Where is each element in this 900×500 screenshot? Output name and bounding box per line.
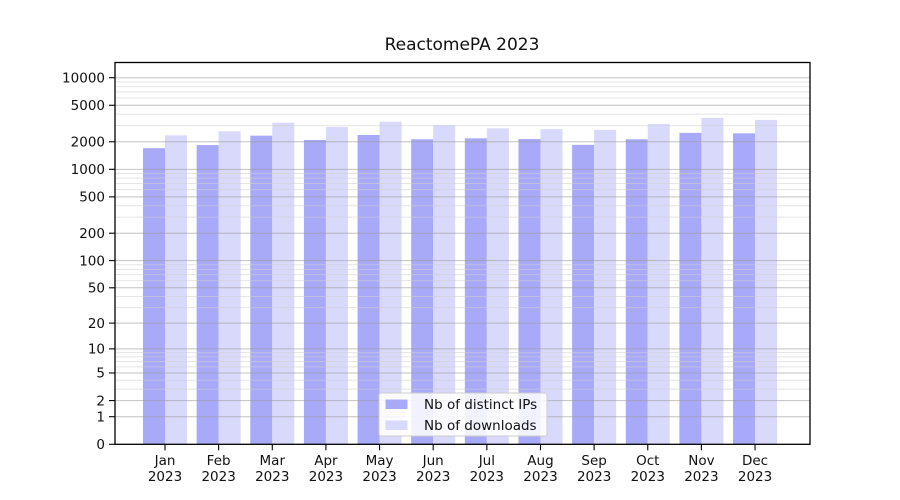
bar-downloads-apr <box>325 126 348 445</box>
x-tick-label-year-dec: 2023 <box>738 469 772 485</box>
x-tick-label-year-mar: 2023 <box>255 469 289 485</box>
bar-distinct-ips-mar <box>250 135 273 445</box>
x-tick-label-year-sep: 2023 <box>577 469 611 485</box>
bar-distinct-ips-jul <box>464 138 487 445</box>
bar-downloads-aug <box>540 129 563 445</box>
x-tick-label-year-jul: 2023 <box>470 469 504 485</box>
x-tick-label-year-feb: 2023 <box>201 469 235 485</box>
y-tick-label: 1000 <box>71 162 105 178</box>
bar-downloads-mar <box>272 122 295 445</box>
bar-distinct-ips-nov <box>679 132 702 445</box>
x-tick-label-year-aug: 2023 <box>523 469 557 485</box>
y-tick-label: 200 <box>79 226 105 242</box>
legend: Nb of distinct IPs Nb of downloads <box>378 392 548 437</box>
x-tick-label-month-apr: Apr <box>314 453 338 469</box>
plot-frame <box>114 61 811 445</box>
y-tick-label: 10 <box>88 342 105 358</box>
y-tick-label: 500 <box>79 190 105 206</box>
legend-swatch-distinct-ips-icon <box>385 399 408 409</box>
y-tick-label: 1 <box>96 409 105 425</box>
bar-distinct-ips-oct <box>625 139 648 445</box>
bar-distinct-ips-sep <box>572 144 595 445</box>
y-tick-label: 5000 <box>71 98 105 114</box>
legend-box <box>378 392 548 437</box>
bar-distinct-ips-aug <box>518 139 541 445</box>
chart-dynamic-layer: 012510205010020050010002000500010000Jan2… <box>62 61 811 485</box>
bar-distinct-ips-apr <box>303 139 326 445</box>
x-tick-label-month-may: May <box>366 453 394 469</box>
y-tick-label: 5 <box>96 366 105 382</box>
y-tick-label: 2 <box>96 393 105 409</box>
bar-downloads-jul <box>486 128 509 445</box>
bar-distinct-ips-feb <box>196 145 219 445</box>
x-tick-label-year-may: 2023 <box>362 469 396 485</box>
legend-swatch-downloads-icon <box>385 420 408 430</box>
x-tick-label-month-aug: Aug <box>527 453 553 469</box>
bar-downloads-may <box>379 121 402 445</box>
x-tick-label-month-nov: Nov <box>688 453 714 469</box>
legend-label-downloads: Nb of downloads <box>424 418 537 434</box>
x-tick-label-month-jan: Jan <box>154 453 176 469</box>
bar-downloads-oct <box>647 123 670 445</box>
y-tick-label: 20 <box>88 316 105 332</box>
x-tick-label-year-oct: 2023 <box>631 469 665 485</box>
x-tick-label-year-jan: 2023 <box>148 469 182 485</box>
legend-label-distinct-ips: Nb of distinct IPs <box>424 397 537 413</box>
x-tick-label-month-jun: Jun <box>422 453 444 469</box>
y-tick-label: 0 <box>96 437 105 453</box>
x-tick-label-year-jun: 2023 <box>416 469 450 485</box>
y-tick-label: 100 <box>79 253 105 269</box>
bar-downloads-jun <box>433 124 456 445</box>
bar-downloads-jan <box>165 135 187 445</box>
x-tick-label-month-mar: Mar <box>260 453 286 469</box>
y-tick-label: 2000 <box>71 134 105 150</box>
bar-downloads-dec <box>755 119 778 445</box>
bar-distinct-ips-jun <box>411 139 434 445</box>
y-tick-label: 50 <box>88 281 105 297</box>
x-tick-label-month-oct: Oct <box>636 453 659 469</box>
x-tick-label-month-sep: Sep <box>581 453 606 469</box>
x-tick-label-month-dec: Dec <box>742 453 768 469</box>
x-tick-label-month-feb: Feb <box>207 453 231 469</box>
chart-title: ReactomePA 2023 <box>385 35 540 55</box>
x-tick-label-year-apr: 2023 <box>309 469 343 485</box>
bar-downloads-sep <box>594 129 617 445</box>
bar-distinct-ips-dec <box>733 133 756 445</box>
bar-distinct-ips-may <box>357 134 380 445</box>
x-tick-label-month-jul: Jul <box>478 453 495 469</box>
y-tick-label: 10000 <box>62 70 105 86</box>
x-tick-label-year-nov: 2023 <box>684 469 718 485</box>
